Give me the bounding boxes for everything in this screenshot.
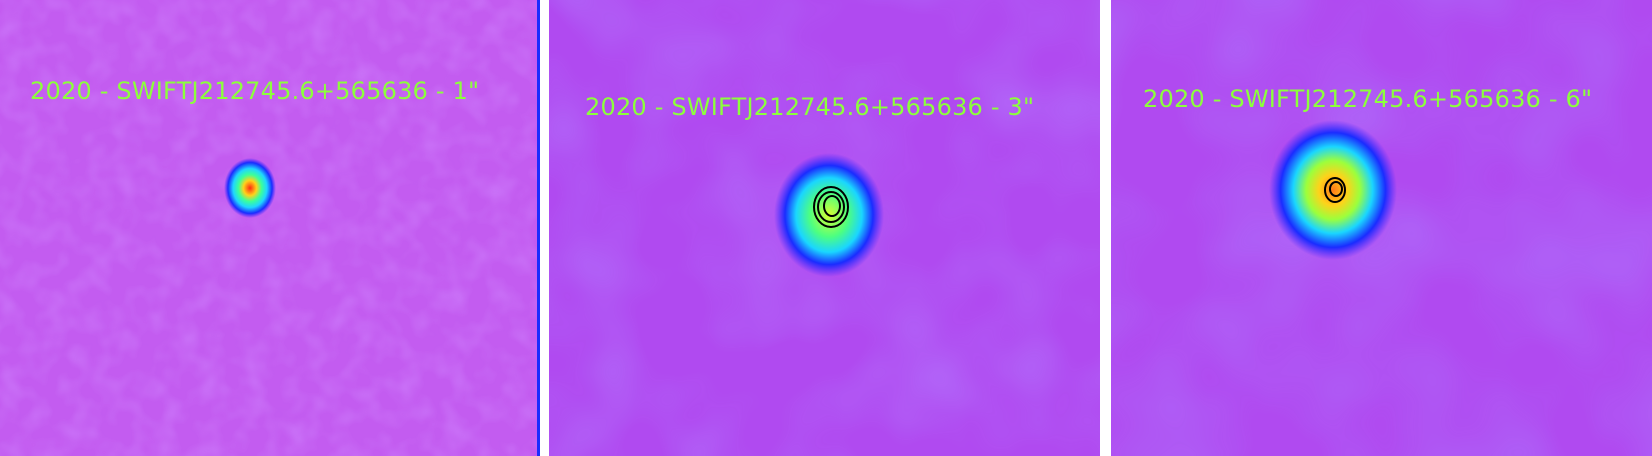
panel-edge-line: [537, 0, 540, 456]
panel-label: 2020 - SWIFTJ212745.6+565636 - 1": [30, 77, 479, 105]
image-panel-3arcsec: 2020 - SWIFTJ212745.6+565636 - 3": [549, 0, 1100, 456]
point-source: [224, 158, 276, 218]
sky-image-3arcsec: [549, 0, 1100, 456]
panel-divider: [1100, 0, 1111, 456]
sky-image-6arcsec: [1111, 0, 1652, 456]
image-panel-1arcsec: 2020 - SWIFTJ212745.6+565636 - 1": [0, 0, 538, 456]
panel-label: 2020 - SWIFTJ212745.6+565636 - 6": [1143, 85, 1592, 113]
sky-image-1arcsec: [0, 0, 538, 456]
point-source: [1269, 120, 1397, 260]
image-panel-6arcsec: 2020 - SWIFTJ212745.6+565636 - 6": [1111, 0, 1652, 456]
panel-label: 2020 - SWIFTJ212745.6+565636 - 3": [585, 93, 1034, 121]
